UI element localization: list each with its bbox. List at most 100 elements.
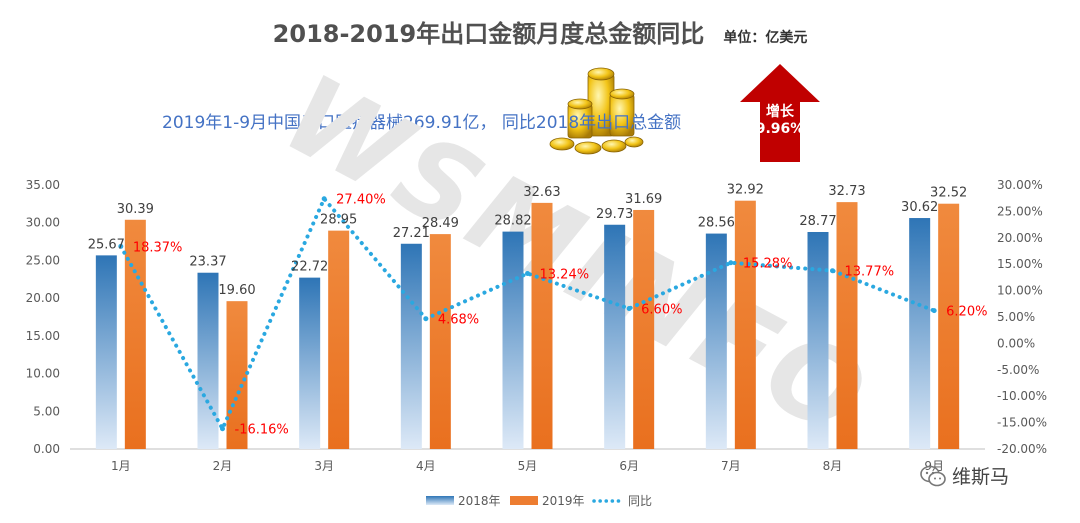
yoy-label: 13.24% [540, 267, 590, 282]
y-right-tick-label: -15.00% [997, 416, 1047, 430]
yoy-label: 18.37% [133, 240, 183, 255]
bar-2018-label: 22.72 [291, 260, 328, 275]
y-right-tick-label: 0.00% [997, 336, 1035, 350]
legend-swatch-2018 [426, 496, 454, 505]
bar-2018-label: 25.67 [88, 237, 125, 252]
growth-arrow: 增长 9.96% [740, 64, 820, 162]
y-left-tick-label: 5.00 [33, 404, 60, 418]
x-tick-label: 9月 [924, 459, 944, 473]
bar-2018 [502, 231, 524, 449]
x-tick-label: 4月 [416, 459, 436, 473]
legend-label-yoy: 同比 [628, 494, 652, 508]
y-left-tick-label: 0.00 [33, 442, 60, 456]
y-right-tick-label: 25.00% [997, 204, 1043, 218]
gold-coins-icon [549, 67, 644, 155]
x-tick-label: 7月 [721, 459, 741, 473]
yoy-point [423, 316, 429, 322]
bar-2018-label: 29.73 [596, 207, 633, 222]
yoy-point [931, 308, 937, 314]
bar-2019-label: 31.69 [625, 192, 662, 207]
y-left-tick-label: 35.00 [26, 178, 60, 192]
data-labels-layer: 25.67 30.39 23.37 19.60 22.72 28.95 27.2128.49… [88, 183, 988, 438]
bar-2019-label: 28.49 [422, 216, 459, 231]
bar-2019-label: 28.95 [320, 213, 357, 228]
x-tick-label: 5月 [518, 459, 538, 473]
y-right-tick-label: -10.00% [997, 389, 1047, 403]
y-right-tick-label: 15.00% [997, 257, 1043, 271]
y-left-tick-label: 25.00 [26, 253, 60, 267]
y-right-tick-label: -20.00% [997, 442, 1047, 456]
bar-2019 [938, 203, 960, 449]
bar-2018-label: 23.37 [189, 255, 226, 270]
y-right-tick-label: 20.00% [997, 231, 1043, 245]
bar-2019-label: 30.39 [117, 202, 154, 217]
chart-subtitle: 2019年1-9月中国出口医疗器械269.91亿， 同比2018年出口总金额 [162, 113, 682, 133]
bar-2019-label: 19.60 [218, 283, 255, 298]
bar-2018 [705, 233, 727, 449]
legend-swatch-2019 [510, 496, 538, 505]
x-tick-label: 3月 [314, 459, 334, 473]
watermark-text: WSMINFO [264, 52, 890, 464]
axes-layer: 0.00 5.00 10.00 15.00 20.00 25.00 30.00 35.00 -2… [26, 178, 1047, 473]
growth-label: 增长 [766, 104, 794, 120]
bar-2019 [531, 202, 553, 449]
bar-2019-label: 32.52 [930, 186, 967, 201]
bar-2018 [604, 224, 626, 449]
yoy-line-layer [118, 194, 937, 434]
yoy-label: 13.77% [845, 265, 895, 280]
yoy-point [525, 270, 530, 276]
y-right-tick-label: 5.00% [997, 310, 1035, 324]
y-right-tick-label: -5.00% [997, 363, 1039, 377]
unit-label: 单位：亿美元 [723, 30, 808, 46]
yoy-label: 6.60% [641, 303, 682, 318]
bar-2019-label: 32.92 [727, 183, 764, 198]
x-tick-label: 8月 [823, 459, 843, 473]
bar-2018-label: 28.77 [799, 214, 836, 229]
yoy-point [728, 260, 734, 266]
yoy-point [830, 268, 835, 274]
yoy-point [118, 243, 124, 249]
legend-label-2019: 2019年 [542, 494, 585, 508]
x-tick-label: 6月 [619, 459, 639, 473]
y-right-tick-label: 30.00% [997, 178, 1043, 192]
bar-2019 [734, 200, 756, 449]
y-right-tick-label: 10.00% [997, 284, 1043, 298]
bar-2019 [124, 219, 146, 449]
bar-2019-label: 32.63 [523, 185, 560, 200]
y-left-tick-label: 15.00 [26, 329, 60, 343]
yoy-point [626, 306, 632, 312]
y-left-tick-label: 30.00 [26, 216, 60, 230]
bar-2019 [633, 209, 655, 449]
y-left-tick-label: 20.00 [26, 291, 60, 305]
x-tick-label: 1月 [111, 459, 131, 473]
yoy-point [220, 426, 225, 432]
bar-2018 [95, 255, 117, 449]
bar-2019 [328, 230, 350, 449]
bar-2018 [807, 231, 829, 449]
x-tick-label: 2月 [213, 459, 233, 473]
yoy-line [118, 194, 937, 434]
yoy-label: -16.16% [235, 423, 289, 438]
bar-2018 [299, 277, 321, 449]
yoy-label: 27.40% [336, 193, 386, 208]
wechat-icon [920, 465, 946, 488]
yoy-label: 6.20% [946, 305, 987, 320]
bar-2018-label: 30.62 [901, 200, 938, 215]
bar-2018-label: 27.21 [393, 226, 430, 241]
bar-2019 [429, 234, 451, 449]
growth-value: 9.96% [755, 121, 805, 137]
bars-layer [95, 200, 960, 449]
bar-2019 [836, 202, 858, 449]
bar-2018 [197, 272, 219, 449]
bar-2018 [400, 243, 422, 449]
yoy-point [321, 196, 327, 202]
yoy-label: 15.28% [743, 257, 793, 272]
legend-label-2018: 2018年 [458, 494, 501, 508]
yoy-label: 4.68% [438, 313, 479, 328]
brand-logo: 维斯马 [920, 462, 1009, 489]
chart-title-row: 2018-2019年出口金额月度总金额同比 单位：亿美元 [0, 14, 1080, 49]
brand-name: 维斯马 [952, 466, 1010, 488]
bar-2018-label: 28.56 [698, 216, 735, 231]
legend: 2018年 2019年 同比 [426, 494, 652, 508]
